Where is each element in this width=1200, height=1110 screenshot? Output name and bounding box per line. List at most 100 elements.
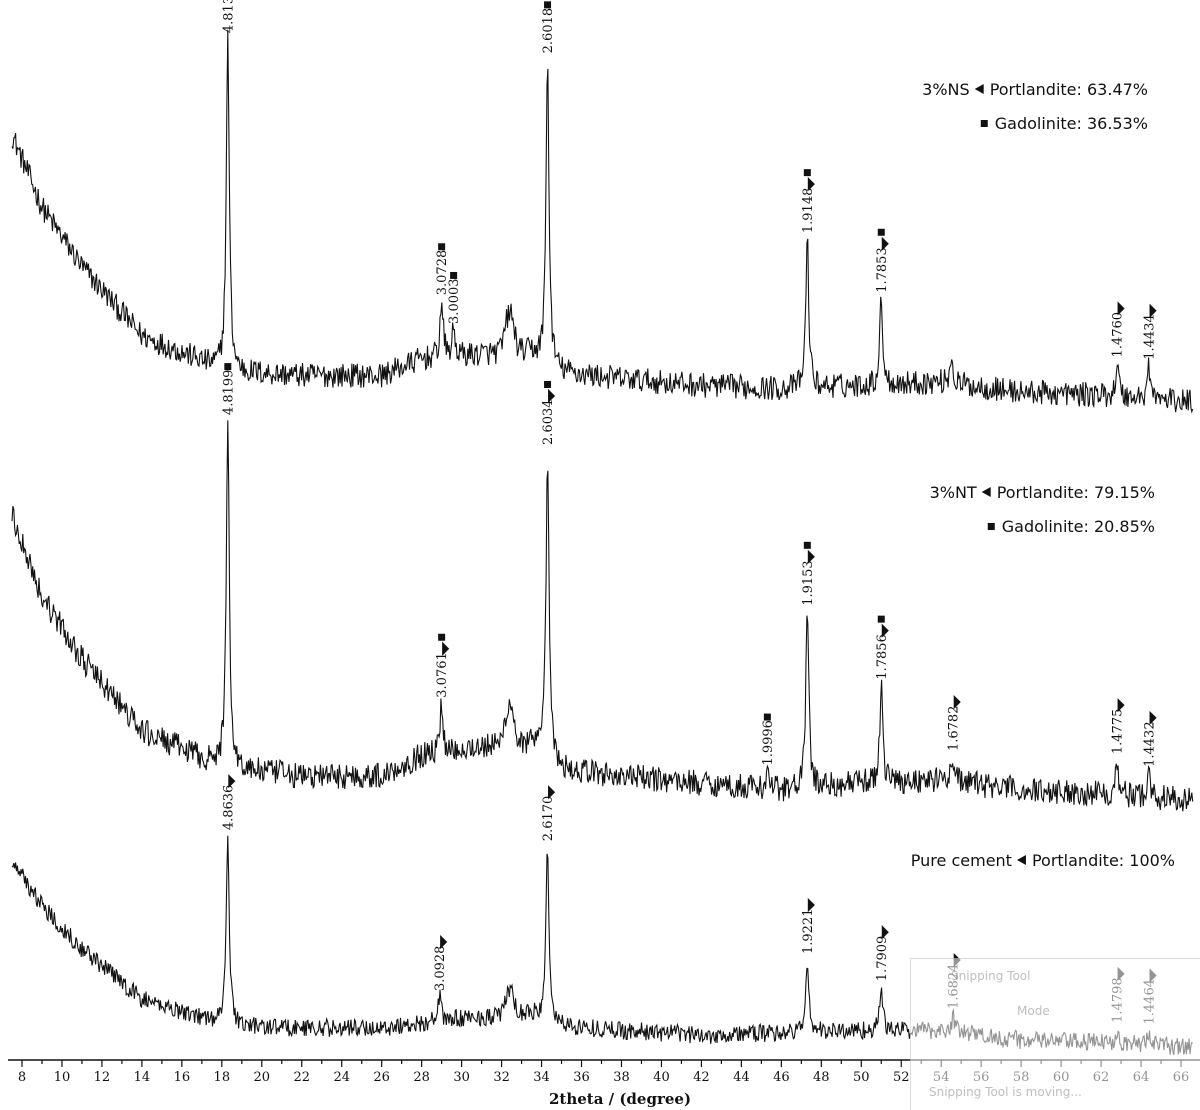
peak-label: 1.9153 [801, 541, 816, 606]
gadolinite-marker [224, 363, 232, 371]
peak-label: 1.7909 [875, 925, 890, 981]
x-tick-label: 20 [254, 1070, 271, 1085]
legend-square-marker [980, 120, 988, 127]
legend-entry: Portlandite: 63.47% [990, 80, 1148, 99]
series-name: 3%NS [922, 80, 970, 99]
x-tick-label: 18 [214, 1070, 231, 1085]
legend-entry: Gadolinite: 20.85% [1002, 517, 1155, 536]
peak-label: 1.4760 [1111, 301, 1126, 358]
portlandite-marker [807, 897, 815, 913]
d-spacing-label: 3.0003 [447, 278, 462, 324]
x-tick-label: 38 [613, 1070, 630, 1085]
peak-label: 2.6018 [541, 1, 556, 53]
d-spacing-label: 3.0728 [435, 250, 450, 296]
peak-label: 3.0003 [447, 271, 462, 324]
snipping-tool-status: Snipping Tool is moving... [929, 1085, 1082, 1099]
peak-label: 4.8135 [221, 0, 236, 33]
d-spacing-label: 1.9148 [801, 188, 816, 234]
gadolinite-marker [803, 169, 811, 177]
d-spacing-label: 2.6034 [541, 399, 556, 445]
peak-label: 1.4434 [1143, 303, 1158, 360]
peak-label: 1.9996 [761, 713, 776, 766]
d-spacing-label: 2.6018 [541, 8, 556, 54]
portlandite-marker [881, 623, 889, 638]
legend-square-marker [987, 523, 995, 530]
x-tick-label: 14 [134, 1070, 151, 1085]
peak-label: 3.0761 [435, 633, 450, 698]
snipping-tool-title: Snipping Tool [951, 969, 1031, 983]
legend-entry: Portlandite: 100% [1032, 851, 1175, 870]
x-tick-label: 50 [853, 1070, 870, 1085]
portlandite-marker [440, 934, 448, 950]
portlandite-marker [1117, 698, 1125, 713]
d-spacing-label: 1.4775 [1111, 709, 1126, 755]
x-tick-label: 36 [573, 1070, 590, 1085]
legend-triangle-marker [974, 84, 984, 94]
legend-entry: Gadolinite: 36.53% [995, 114, 1148, 133]
legend-triangle-marker [1016, 855, 1026, 865]
peak-label: 2.6034 [541, 380, 556, 445]
gadolinite-marker [803, 541, 811, 549]
diffraction-trace [11, 29, 1194, 414]
legend-2: Pure cement Portlandite: 100% [911, 851, 1175, 870]
peak-label: 1.7856 [875, 615, 890, 680]
x-tick-label: 16 [174, 1070, 191, 1085]
x-tick-label: 32 [493, 1070, 510, 1085]
d-spacing-label: 1.4760 [1111, 312, 1126, 358]
snipping-tool-mode: Mode [1017, 1004, 1050, 1018]
gadolinite-marker [763, 713, 771, 721]
peak-label: 1.7853 [875, 228, 890, 293]
gadolinite-marker [877, 228, 885, 236]
legend-0: 3%NS Portlandite: 63.47% Gadolinite: 36.53… [922, 80, 1148, 133]
portlandite-marker [228, 774, 236, 789]
peak-label: 3.0728 [435, 243, 450, 295]
x-tick-label: 42 [693, 1070, 710, 1085]
gadolinite-marker [438, 633, 446, 641]
gadolinite-marker [450, 271, 458, 279]
d-spacing-label: 1.6782 [947, 706, 962, 752]
legend-entry: Portlandite: 79.15% [997, 483, 1155, 502]
peak-label: 1.4432 [1143, 710, 1158, 767]
d-spacing-label: 4.8199 [221, 370, 236, 416]
phase-legends: 3%NS Portlandite: 63.47% Gadolinite: 36.53… [911, 80, 1175, 870]
d-spacing-label: 3.0928 [433, 946, 448, 992]
d-spacing-label: 1.7853 [875, 247, 890, 293]
portlandite-marker [881, 236, 889, 251]
peak-label: 3.0928 [433, 934, 448, 992]
x-tick-label: 26 [373, 1070, 390, 1085]
peak-label: 1.6782 [947, 694, 962, 752]
d-spacing-label: 3.0761 [435, 652, 450, 698]
d-spacing-label: 1.7856 [875, 634, 890, 680]
x-tick-label: 28 [413, 1070, 430, 1085]
portlandite-marker [1149, 303, 1157, 318]
x-tick-label: 46 [773, 1070, 790, 1085]
portlandite-marker [881, 925, 889, 940]
d-spacing-label: 4.8135 [221, 0, 236, 33]
x-tick-label: 40 [653, 1070, 670, 1085]
portlandite-marker [1149, 710, 1157, 725]
d-spacing-label: 1.9221 [801, 909, 816, 955]
x-tick-label: 34 [533, 1070, 550, 1085]
x-tick-label: 30 [453, 1070, 470, 1085]
peak-label: 1.4775 [1111, 698, 1126, 755]
diffraction-traces [11, 29, 1194, 1056]
series-name: 3%NT [930, 483, 977, 502]
portlandite-marker [953, 694, 961, 710]
portlandite-marker [1117, 301, 1125, 316]
d-spacing-label: 1.4434 [1143, 314, 1158, 360]
x-tick-label: 10 [54, 1070, 71, 1085]
x-tick-label: 24 [333, 1070, 350, 1085]
peak-label: 1.9221 [801, 897, 816, 955]
legend-triangle-marker [981, 487, 991, 497]
x-tick-label: 8 [18, 1070, 26, 1085]
gadolinite-marker [438, 243, 446, 251]
x-axis-title: 2theta / (degree) [549, 1090, 691, 1108]
diffraction-trace [11, 420, 1194, 812]
portlandite-marker [807, 177, 815, 192]
portlandite-marker [548, 785, 556, 800]
x-tick-label: 48 [813, 1070, 830, 1085]
x-tick-label: 52 [893, 1070, 910, 1085]
